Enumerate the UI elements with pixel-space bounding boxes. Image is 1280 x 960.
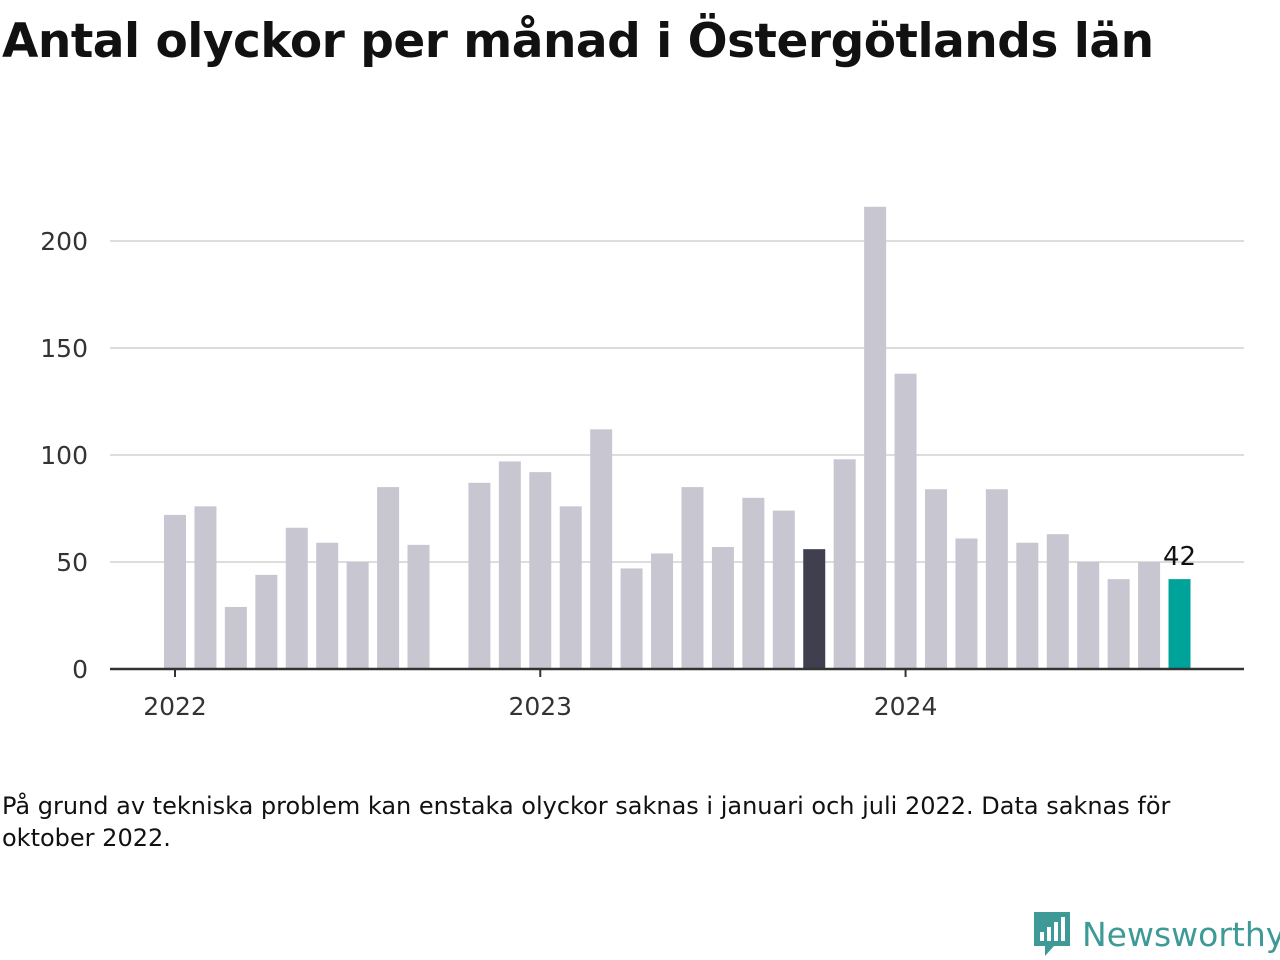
y-tick-label: 0 <box>72 655 88 684</box>
bar-2023-05 <box>651 553 674 669</box>
newsworthy-logo-icon <box>1034 912 1070 956</box>
bar-2024-02 <box>925 489 947 669</box>
bar-2024-09 <box>1138 562 1161 669</box>
bar-2022-08 <box>377 487 400 669</box>
bar-2024-08 <box>1107 579 1130 669</box>
data-label: 42 <box>1163 542 1196 572</box>
bar-2024-06 <box>1046 534 1069 669</box>
bar-2023-06 <box>681 487 704 669</box>
bar-2023-10 <box>803 549 826 669</box>
bar-2024-07 <box>1077 562 1100 669</box>
y-tick-label: 150 <box>40 334 88 363</box>
bar-2023-08 <box>742 497 765 669</box>
bar-2022-05 <box>285 527 308 669</box>
bar-2022-01 <box>164 514 186 669</box>
bar-2024-10 <box>1168 579 1191 669</box>
x-tick-label: 2023 <box>508 692 572 721</box>
x-tick-label: 2024 <box>874 692 938 721</box>
bar-2023-11 <box>833 459 856 669</box>
bar-2022-12 <box>498 461 521 669</box>
bar-2022-04 <box>255 574 278 669</box>
bar-2024-03 <box>955 538 978 669</box>
bar-2022-07 <box>346 562 369 669</box>
bar-2022-02 <box>194 506 217 669</box>
bar-2023-02 <box>559 506 582 669</box>
bar-2022-06 <box>316 542 339 669</box>
bar-2022-09 <box>407 544 430 669</box>
brand-name: Newsworthy <box>1082 914 1280 954</box>
bar-2023-04 <box>620 568 643 669</box>
bar-2024-01 <box>894 373 917 669</box>
bar-2023-12 <box>864 206 887 669</box>
x-tick-label: 2022 <box>143 692 207 721</box>
y-tick-label: 100 <box>40 441 88 470</box>
bar-2022-03 <box>224 606 247 669</box>
y-tick-label: 200 <box>40 227 88 256</box>
bar-chart: 0 50 100 150 200 42 2022 2023 2024 <box>40 206 1244 721</box>
chart-title: Antal olyckor per månad i Östergötlands … <box>2 14 1154 69</box>
bar-2023-03 <box>590 429 613 669</box>
bar-2022-11 <box>468 482 491 669</box>
bar-2024-05 <box>1016 542 1039 669</box>
footnote: På grund av tekniska problem kan enstaka… <box>2 792 1171 852</box>
bar-2023-09 <box>772 510 795 669</box>
y-tick-label: 50 <box>56 548 88 577</box>
bar-2023-01 <box>529 472 552 669</box>
newsworthy-logo[interactable]: Newsworthy <box>1032 910 1280 958</box>
bar-2023-07 <box>711 547 734 669</box>
bar-2024-04 <box>985 489 1008 669</box>
